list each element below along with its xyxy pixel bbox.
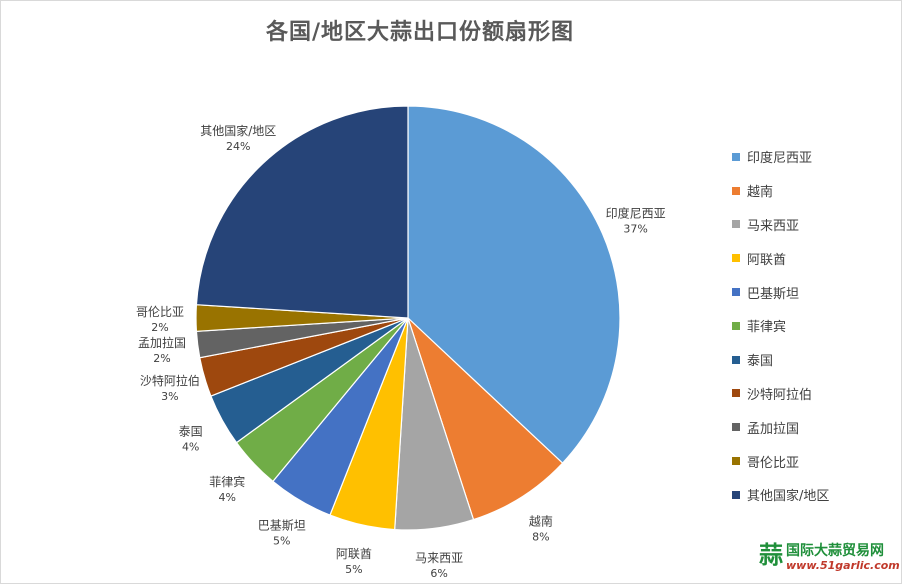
- legend-item: 越南: [732, 174, 829, 208]
- slice-category-label: 沙特阿拉伯: [140, 373, 200, 388]
- pie-slice: [407, 317, 564, 521]
- legend-swatch: [732, 389, 740, 398]
- slice-category-label: 其他国家/地区: [200, 123, 276, 138]
- legend-item: 菲律宾: [732, 309, 829, 343]
- slice-value-label: 2%: [151, 321, 168, 334]
- watermark-name: 国际大蒜贸易网: [786, 543, 884, 559]
- slice-value-label: 37%: [623, 223, 647, 236]
- legend-swatch: [732, 355, 740, 364]
- legend-swatch: [732, 457, 740, 466]
- slice-category-label: 孟加拉国: [138, 335, 186, 350]
- legend-swatch: [732, 423, 740, 432]
- legend-label: 沙特阿拉伯: [747, 387, 813, 403]
- chart-title: 各国/地区大蒜出口份额扇形图: [265, 20, 575, 45]
- legend-swatch: [732, 254, 740, 263]
- slice-value-label: 8%: [532, 530, 549, 543]
- legend-swatch: [732, 220, 740, 229]
- slice-category-label: 泰国: [179, 424, 203, 438]
- slice-category-label: 哥伦比亚: [136, 304, 184, 319]
- slice-value-label: 24%: [226, 140, 250, 153]
- pie-slice: [407, 105, 621, 464]
- legend-label: 巴基斯坦: [747, 286, 800, 302]
- slice-value-label: 4%: [182, 440, 199, 453]
- watermark-url: www.51garlic.com: [786, 559, 900, 572]
- legend-swatch: [732, 490, 740, 499]
- legend-item: 马来西亚: [732, 208, 829, 242]
- slice-category-label: 越南: [529, 513, 553, 528]
- legend-swatch: [732, 186, 740, 195]
- slice-value-label: 3%: [161, 390, 178, 403]
- legend-label: 马来西亚: [747, 218, 800, 234]
- garlic-logo-icon: 蒜: [759, 541, 783, 569]
- slice-category-label: 马来西亚: [415, 551, 463, 565]
- legend-label: 印度尼西亚: [747, 151, 813, 167]
- slice-category-label: 巴基斯坦: [258, 518, 306, 532]
- watermark: 蒜 国际大蒜贸易网 www.51garlic.com: [758, 540, 900, 576]
- legend-label: 泰国: [747, 354, 774, 370]
- legend-item: 其他国家/地区: [732, 478, 829, 512]
- legend-swatch: [732, 321, 740, 330]
- legend-label: 其他国家/地区: [747, 489, 830, 505]
- legend-item: 沙特阿拉伯: [732, 377, 829, 411]
- legend-item: 哥伦比亚: [732, 444, 829, 478]
- slice-value-label: 5%: [345, 563, 362, 576]
- legend-label: 阿联酋: [747, 252, 787, 268]
- legend-item: 印度尼西亚: [732, 140, 829, 174]
- legend-item: 泰国: [732, 343, 829, 377]
- slice-value-label: 5%: [273, 534, 290, 547]
- slice-value-label: 6%: [430, 567, 447, 580]
- chart-legend: 印度尼西亚越南马来西亚阿联酋巴基斯坦菲律宾泰国沙特阿拉伯孟加拉国哥伦比亚其他国家…: [732, 140, 829, 512]
- slice-category-label: 菲律宾: [209, 474, 245, 489]
- legend-label: 菲律宾: [747, 320, 787, 336]
- legend-item: 孟加拉国: [732, 410, 829, 444]
- slice-value-label: 2%: [153, 352, 170, 365]
- slice-value-label: 4%: [218, 491, 235, 504]
- slice-category-label: 阿联酋: [336, 546, 372, 561]
- legend-label: 越南: [747, 185, 774, 201]
- legend-swatch: [732, 288, 740, 297]
- legend-item: 阿联酋: [732, 241, 829, 275]
- pie-slice: [195, 105, 409, 319]
- legend-label: 孟加拉国: [747, 421, 800, 437]
- slice-category-label: 印度尼西亚: [606, 206, 666, 221]
- legend-item: 巴基斯坦: [732, 275, 829, 309]
- legend-label: 哥伦比亚: [747, 455, 800, 471]
- legend-swatch: [732, 152, 740, 161]
